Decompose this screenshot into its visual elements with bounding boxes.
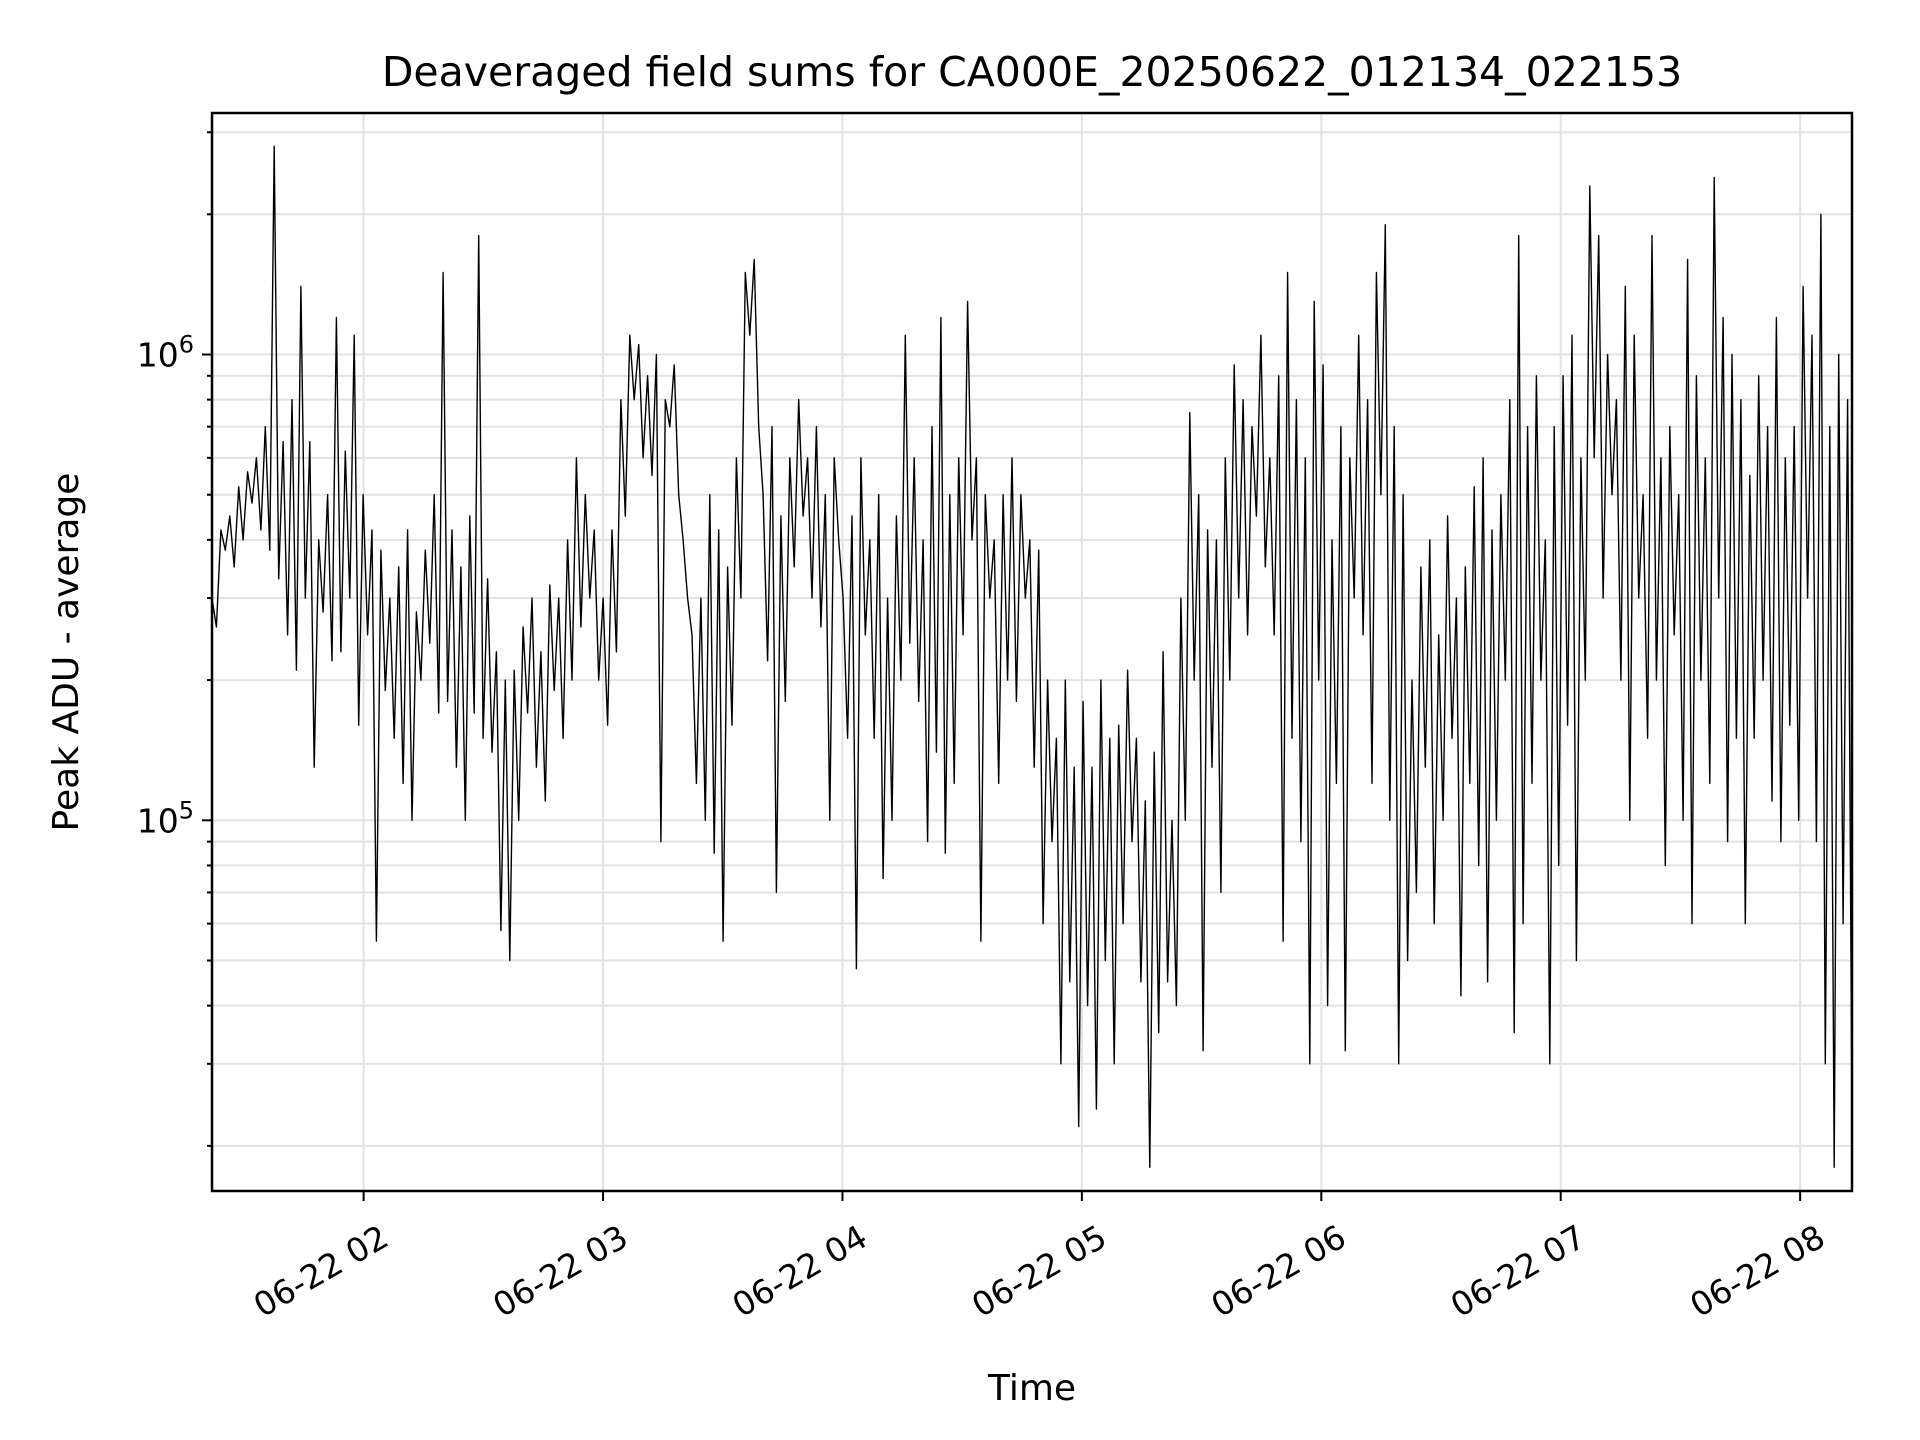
y-axis-label: Peak ADU - average — [46, 473, 87, 832]
grid-layer — [212, 113, 1852, 1191]
y-tick-label: 106 — [137, 331, 194, 375]
y-tick-label: 105 — [137, 796, 194, 840]
plot-frame — [210, 111, 1854, 1193]
chart-title: Deaveraged field sums for CA000E_2025062… — [382, 48, 1682, 96]
x-axis-label: Time — [987, 1368, 1076, 1409]
series-line — [211, 145, 1853, 1168]
